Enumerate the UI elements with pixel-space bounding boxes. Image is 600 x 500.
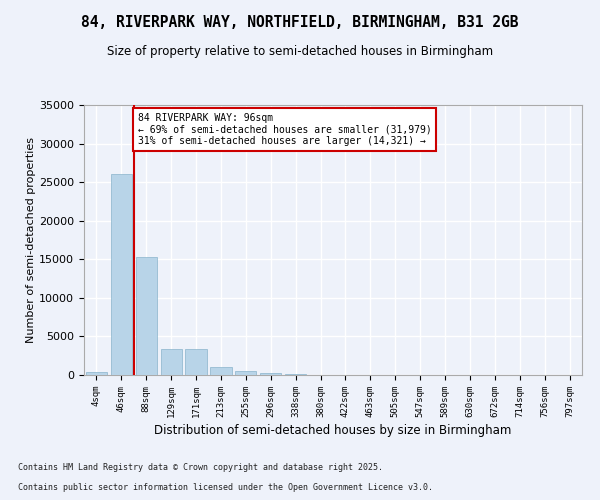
Bar — [211, 367, 232, 375]
Y-axis label: Number of semi-detached properties: Number of semi-detached properties — [26, 137, 37, 343]
Bar — [161, 349, 182, 375]
Text: Size of property relative to semi-detached houses in Birmingham: Size of property relative to semi-detach… — [107, 45, 493, 58]
X-axis label: Distribution of semi-detached houses by size in Birmingham: Distribution of semi-detached houses by … — [154, 424, 512, 437]
Bar — [260, 372, 281, 375]
Text: Contains HM Land Registry data © Crown copyright and database right 2025.: Contains HM Land Registry data © Crown c… — [18, 464, 383, 472]
Bar — [111, 174, 132, 375]
Text: 84 RIVERPARK WAY: 96sqm
← 69% of semi-detached houses are smaller (31,979)
31% o: 84 RIVERPARK WAY: 96sqm ← 69% of semi-de… — [137, 112, 431, 146]
Bar — [185, 349, 206, 375]
Bar — [136, 257, 157, 375]
Bar — [235, 371, 256, 375]
Text: Contains public sector information licensed under the Open Government Licence v3: Contains public sector information licen… — [18, 484, 433, 492]
Bar — [86, 372, 107, 375]
Text: 84, RIVERPARK WAY, NORTHFIELD, BIRMINGHAM, B31 2GB: 84, RIVERPARK WAY, NORTHFIELD, BIRMINGHA… — [81, 15, 519, 30]
Bar — [285, 374, 306, 375]
